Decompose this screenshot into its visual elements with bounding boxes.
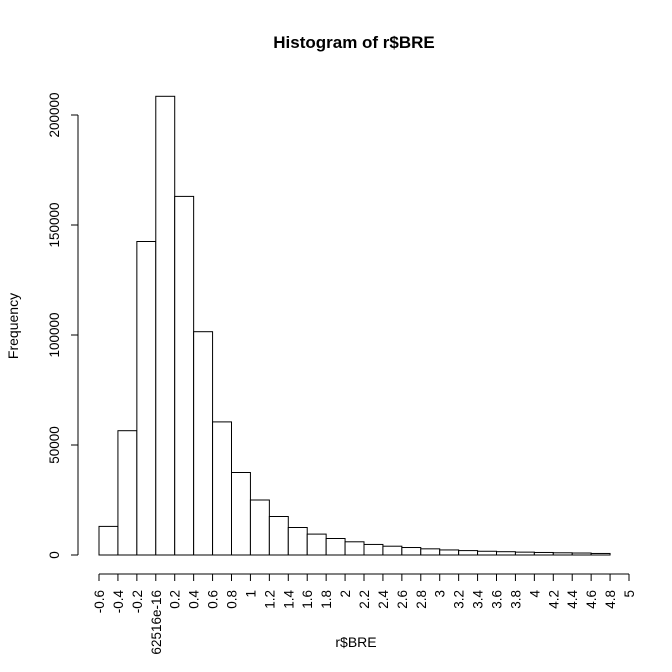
x-tick-label: 0.4: [187, 590, 202, 609]
histogram-bar: [174, 195, 195, 556]
x-tick-label: 2.6: [395, 590, 410, 609]
histogram-bar: [117, 430, 138, 556]
x-tick-label: 0.8: [225, 590, 240, 609]
x-tick-label: 62516e-16: [149, 590, 164, 655]
x-tick-label: 4.6: [584, 590, 599, 609]
x-tick-label: 2.4: [376, 590, 391, 609]
x-tick-label: 1.4: [281, 590, 296, 609]
y-tick-label: 50000: [47, 426, 62, 464]
histogram-bar: [249, 499, 270, 556]
histogram-bar: [325, 538, 346, 556]
x-tick-label: 4: [527, 590, 542, 598]
x-tick-label: 1.6: [300, 590, 315, 609]
x-tick-label: 0.2: [168, 590, 183, 609]
histogram-bar: [514, 551, 535, 556]
x-tick-label: 5: [622, 590, 637, 598]
x-tick-label: 2.8: [414, 590, 429, 609]
y-tick-label: 0: [47, 551, 62, 559]
x-tick-label: -0.4: [111, 590, 126, 614]
histogram-bar: [533, 551, 554, 556]
histogram-bar: [363, 543, 384, 556]
histogram-bar: [496, 551, 516, 556]
histogram-bar: [212, 421, 232, 556]
x-tick-label: 3.2: [452, 590, 467, 609]
x-tick-label: 3.6: [490, 590, 505, 609]
histogram-bar: [344, 541, 365, 556]
y-axis: 0 50000 100000 150000 200000: [47, 92, 79, 559]
histogram-bar: [306, 533, 327, 556]
histogram-bar: [268, 516, 289, 556]
x-tick-label: 4.2: [546, 590, 561, 609]
histogram-bar: [193, 331, 214, 556]
x-axis: -0.6 -0.4 -0.2 62516e-16 0.2 0.4 0.6 0.8 1 1.2 1.4…: [92, 573, 637, 655]
histogram-bar: [477, 550, 498, 556]
y-axis-label: Frequency: [5, 293, 21, 359]
histogram-bar: [420, 548, 441, 556]
histogram-bar: [231, 472, 251, 556]
x-tick-label: 3: [433, 590, 448, 598]
histogram-bar: [458, 550, 479, 556]
x-tick-label: 1.8: [319, 590, 334, 609]
histogram-bar: [382, 545, 403, 556]
x-tick-label: 0.6: [206, 590, 221, 609]
x-tick-label: 1.2: [262, 590, 277, 609]
histogram-bar: [136, 241, 157, 556]
histogram-bar: [287, 527, 308, 556]
histogram-bar: [401, 547, 422, 556]
histogram-bar: [571, 552, 592, 556]
histogram-bar: [590, 552, 611, 556]
x-axis-label: r$BRE: [335, 634, 376, 650]
x-tick-label: -0.2: [130, 590, 145, 613]
histogram-bar: [155, 95, 176, 556]
x-tick-label: 1: [243, 590, 258, 598]
x-tick-label: 4.4: [565, 590, 580, 609]
x-tick-label: 2: [338, 590, 353, 598]
y-tick-label: 150000: [47, 202, 62, 247]
x-tick-label: 3.8: [508, 590, 523, 609]
bars-group: [98, 95, 611, 556]
y-tick-label: 100000: [47, 312, 62, 357]
histogram-bar: [439, 549, 460, 556]
x-tick-label: -0.6: [92, 590, 107, 613]
x-tick-label: 4.8: [603, 590, 618, 609]
histogram-bar: [98, 525, 119, 556]
x-tick-label: 2.2: [357, 590, 372, 609]
histogram-bar: [552, 552, 573, 556]
chart-title: Histogram of r$BRE: [273, 33, 435, 52]
y-tick-label: 200000: [47, 92, 62, 137]
x-tick-label: 3.4: [471, 590, 486, 609]
